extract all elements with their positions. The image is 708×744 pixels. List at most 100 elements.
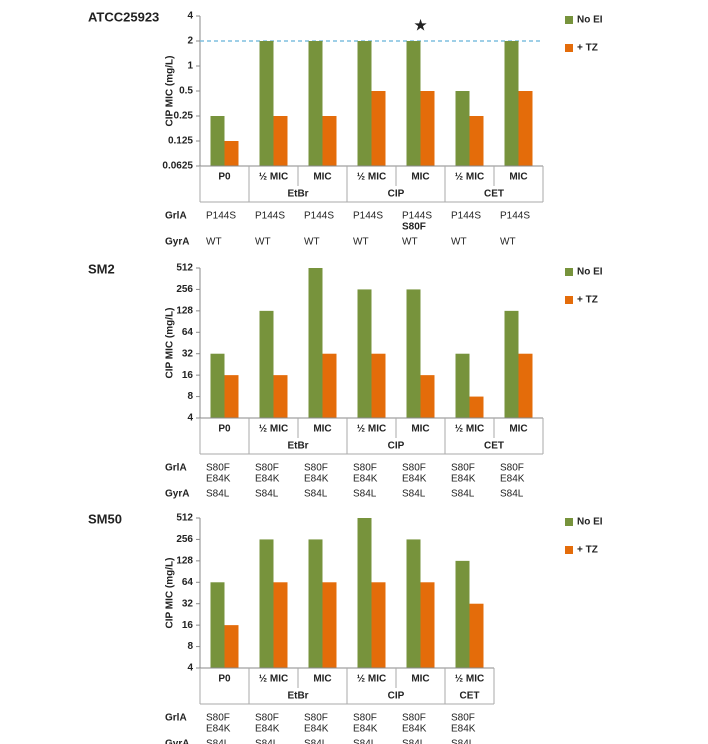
row-cell: WT [304,237,320,248]
x-tick-label: P0 [218,674,231,685]
bar [259,310,274,418]
y-tick-label: 512 [176,263,193,274]
bar [357,41,372,166]
row-cell: P144S [206,211,236,222]
bar [455,91,470,166]
row-cell: S80F [206,463,230,474]
y-tick-label: 4 [187,11,193,22]
bar [371,353,386,418]
row-cell: E84K [500,474,525,485]
row-cell: S80F [451,713,475,724]
y-tick-label: 256 [176,534,193,545]
bar [259,539,274,668]
row-label: GyrA [165,739,189,744]
bar [469,116,484,166]
row-cell: P144S [255,211,285,222]
y-tick-label: 64 [182,577,194,588]
bar [518,353,533,418]
x-tick-label: MIC [411,674,429,685]
bar [322,116,337,166]
legend-label: + TZ [577,295,598,306]
x-tick-label: ½ MIC [259,424,288,435]
row-cell: S80F [255,713,279,724]
y-tick-label: 0.5 [179,86,193,97]
row-label: GrlA [165,463,187,474]
legend-swatch [565,16,573,24]
row-cell: P144S [353,211,383,222]
group-label: EtBr [287,189,308,200]
bar [469,603,484,668]
row-cell: E84K [255,724,280,735]
bar [273,582,288,668]
bar [357,289,372,418]
group-label: CET [484,441,504,452]
row-label: GyrA [165,489,189,500]
bar [224,625,239,668]
x-tick-label: ½ MIC [259,674,288,685]
x-tick-label: MIC [509,424,527,435]
group-label: EtBr [287,691,308,702]
row-cell: S84L [206,489,230,500]
bar [224,375,239,418]
chart-title: SM50 [88,511,122,526]
row-cell: WT [353,237,369,248]
x-tick-label: P0 [218,172,231,183]
row-cell: E84K [353,724,378,735]
row-cell: E84K [206,724,231,735]
row-cell: S84L [451,489,475,500]
row-cell: S80F [206,713,230,724]
bar [371,91,386,166]
bar [504,41,519,166]
y-tick-label: 16 [182,620,194,631]
chart-title: ATCC25923 [88,9,159,24]
y-tick-label: 128 [176,305,193,316]
row-cell: E84K [451,474,476,485]
legend-label: + TZ [577,43,598,54]
x-tick-label: MIC [313,424,331,435]
bar [308,539,323,668]
bar [308,41,323,166]
row-cell: S80F [255,463,279,474]
y-tick-label: 16 [182,370,194,381]
row-cell: S84L [353,489,377,500]
bar [273,116,288,166]
row-label: GyrA [165,237,189,248]
row-cell: S84L [206,739,230,744]
row-cell: E84K [451,724,476,735]
row-cell: E84K [304,474,329,485]
group-label: CET [460,691,480,702]
bar [322,353,337,418]
row-cell: P144S [451,211,481,222]
bar [259,41,274,166]
x-tick-label: ½ MIC [455,674,484,685]
x-tick-label: MIC [313,172,331,183]
bar [322,582,337,668]
y-tick-label: 8 [187,391,193,402]
bar [504,310,519,418]
x-tick-label: ½ MIC [455,424,484,435]
legend-label: No EI [577,517,603,528]
bar [357,518,372,668]
bar [518,91,533,166]
y-axis-label: CIP MIC (mg/L) [165,56,176,127]
y-axis-label: CIP MIC (mg/L) [165,558,176,629]
legend-label: No EI [577,15,603,26]
bar [308,268,323,418]
group-label: CIP [388,189,405,200]
x-tick-label: ½ MIC [357,674,386,685]
y-tick-label: 0.125 [168,136,193,147]
bar [273,375,288,418]
row-cell: WT [451,237,467,248]
row-cell: WT [206,237,222,248]
row-cell: E84K [402,474,427,485]
row-cell: S84L [255,489,279,500]
legend-swatch [565,518,573,526]
row-cell: P144S [402,211,432,222]
bar [406,539,421,668]
bar [455,560,470,668]
row-cell: S80F [304,713,328,724]
row-cell: WT [402,237,418,248]
bar [210,582,225,668]
y-tick-label: 0.0625 [162,161,193,172]
